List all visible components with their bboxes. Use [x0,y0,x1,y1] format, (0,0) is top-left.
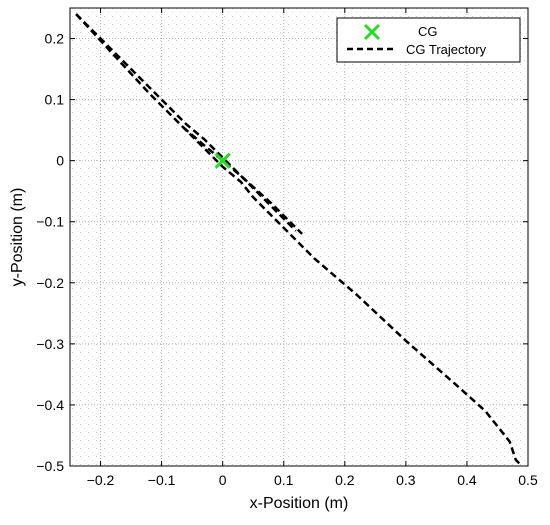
y-tick-label: −0.2 [36,275,64,291]
plot-frame [69,7,529,467]
legend-box [336,17,521,63]
x-tick-label: 0.3 [396,472,416,488]
y-tick-label: −0.4 [36,397,64,413]
cg-marker [214,152,231,169]
y-tick-label: −0.3 [36,336,64,352]
legend: CG CG Trajectory [336,17,521,63]
y-tick-label: −0.5 [36,458,64,474]
legend-marker-cg [363,23,381,41]
legend-label-trajectory: CG Trajectory [406,42,487,57]
cg-trajectory-line [75,13,297,232]
data-series [75,13,523,467]
x-tick-label: 0.4 [457,472,477,488]
cg-trajectory-line [75,13,523,467]
legend-label-cg: CG [418,24,438,39]
y-tick-label: 0.1 [45,92,65,108]
cg-trajectory-line [182,126,303,235]
x-axis-label: x-Position (m) [250,495,349,512]
x-tick-label: 0.1 [274,472,294,488]
y-tick-label: 0.2 [45,31,65,47]
axis-ticks: −0.2 −0.1 0 0.1 0.2 0.3 0.4 0.5 0.2 0.1 0 −0.1 −0.2 −… [36,8,538,488]
x-tick-label: 0 [219,472,227,488]
x-tick-label: 0.2 [335,472,355,488]
x-tick-label: −0.2 [87,472,115,488]
x-tick-label: 0.5 [518,472,538,488]
y-tick-label: 0 [56,153,64,169]
y-tick-label: −0.1 [36,214,64,230]
x-tick-label: −0.1 [148,472,176,488]
y-axis-label: y-Position (m) [9,188,26,287]
